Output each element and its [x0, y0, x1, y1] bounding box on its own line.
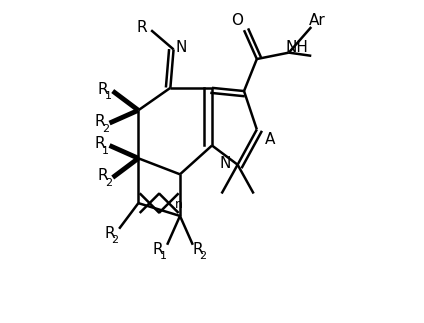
- Text: N: N: [176, 40, 187, 55]
- Text: 1: 1: [105, 91, 112, 101]
- Text: A: A: [265, 131, 275, 147]
- Text: O: O: [232, 13, 244, 28]
- Text: R: R: [136, 19, 147, 35]
- Text: NH: NH: [285, 40, 308, 55]
- Text: R: R: [104, 226, 115, 241]
- Text: 1: 1: [159, 251, 167, 261]
- Text: R: R: [95, 114, 105, 129]
- Text: 2: 2: [112, 235, 119, 245]
- Text: R: R: [192, 242, 203, 257]
- Text: 2: 2: [102, 123, 109, 133]
- Text: Ar: Ar: [309, 13, 326, 28]
- Text: 1: 1: [102, 146, 109, 156]
- Text: 2: 2: [105, 178, 112, 188]
- Text: N: N: [219, 156, 231, 171]
- Text: 2: 2: [199, 251, 206, 261]
- Text: n: n: [174, 198, 182, 211]
- Text: R: R: [98, 82, 109, 97]
- Text: R: R: [98, 168, 109, 183]
- Text: R: R: [95, 136, 105, 151]
- Text: R: R: [152, 242, 163, 257]
